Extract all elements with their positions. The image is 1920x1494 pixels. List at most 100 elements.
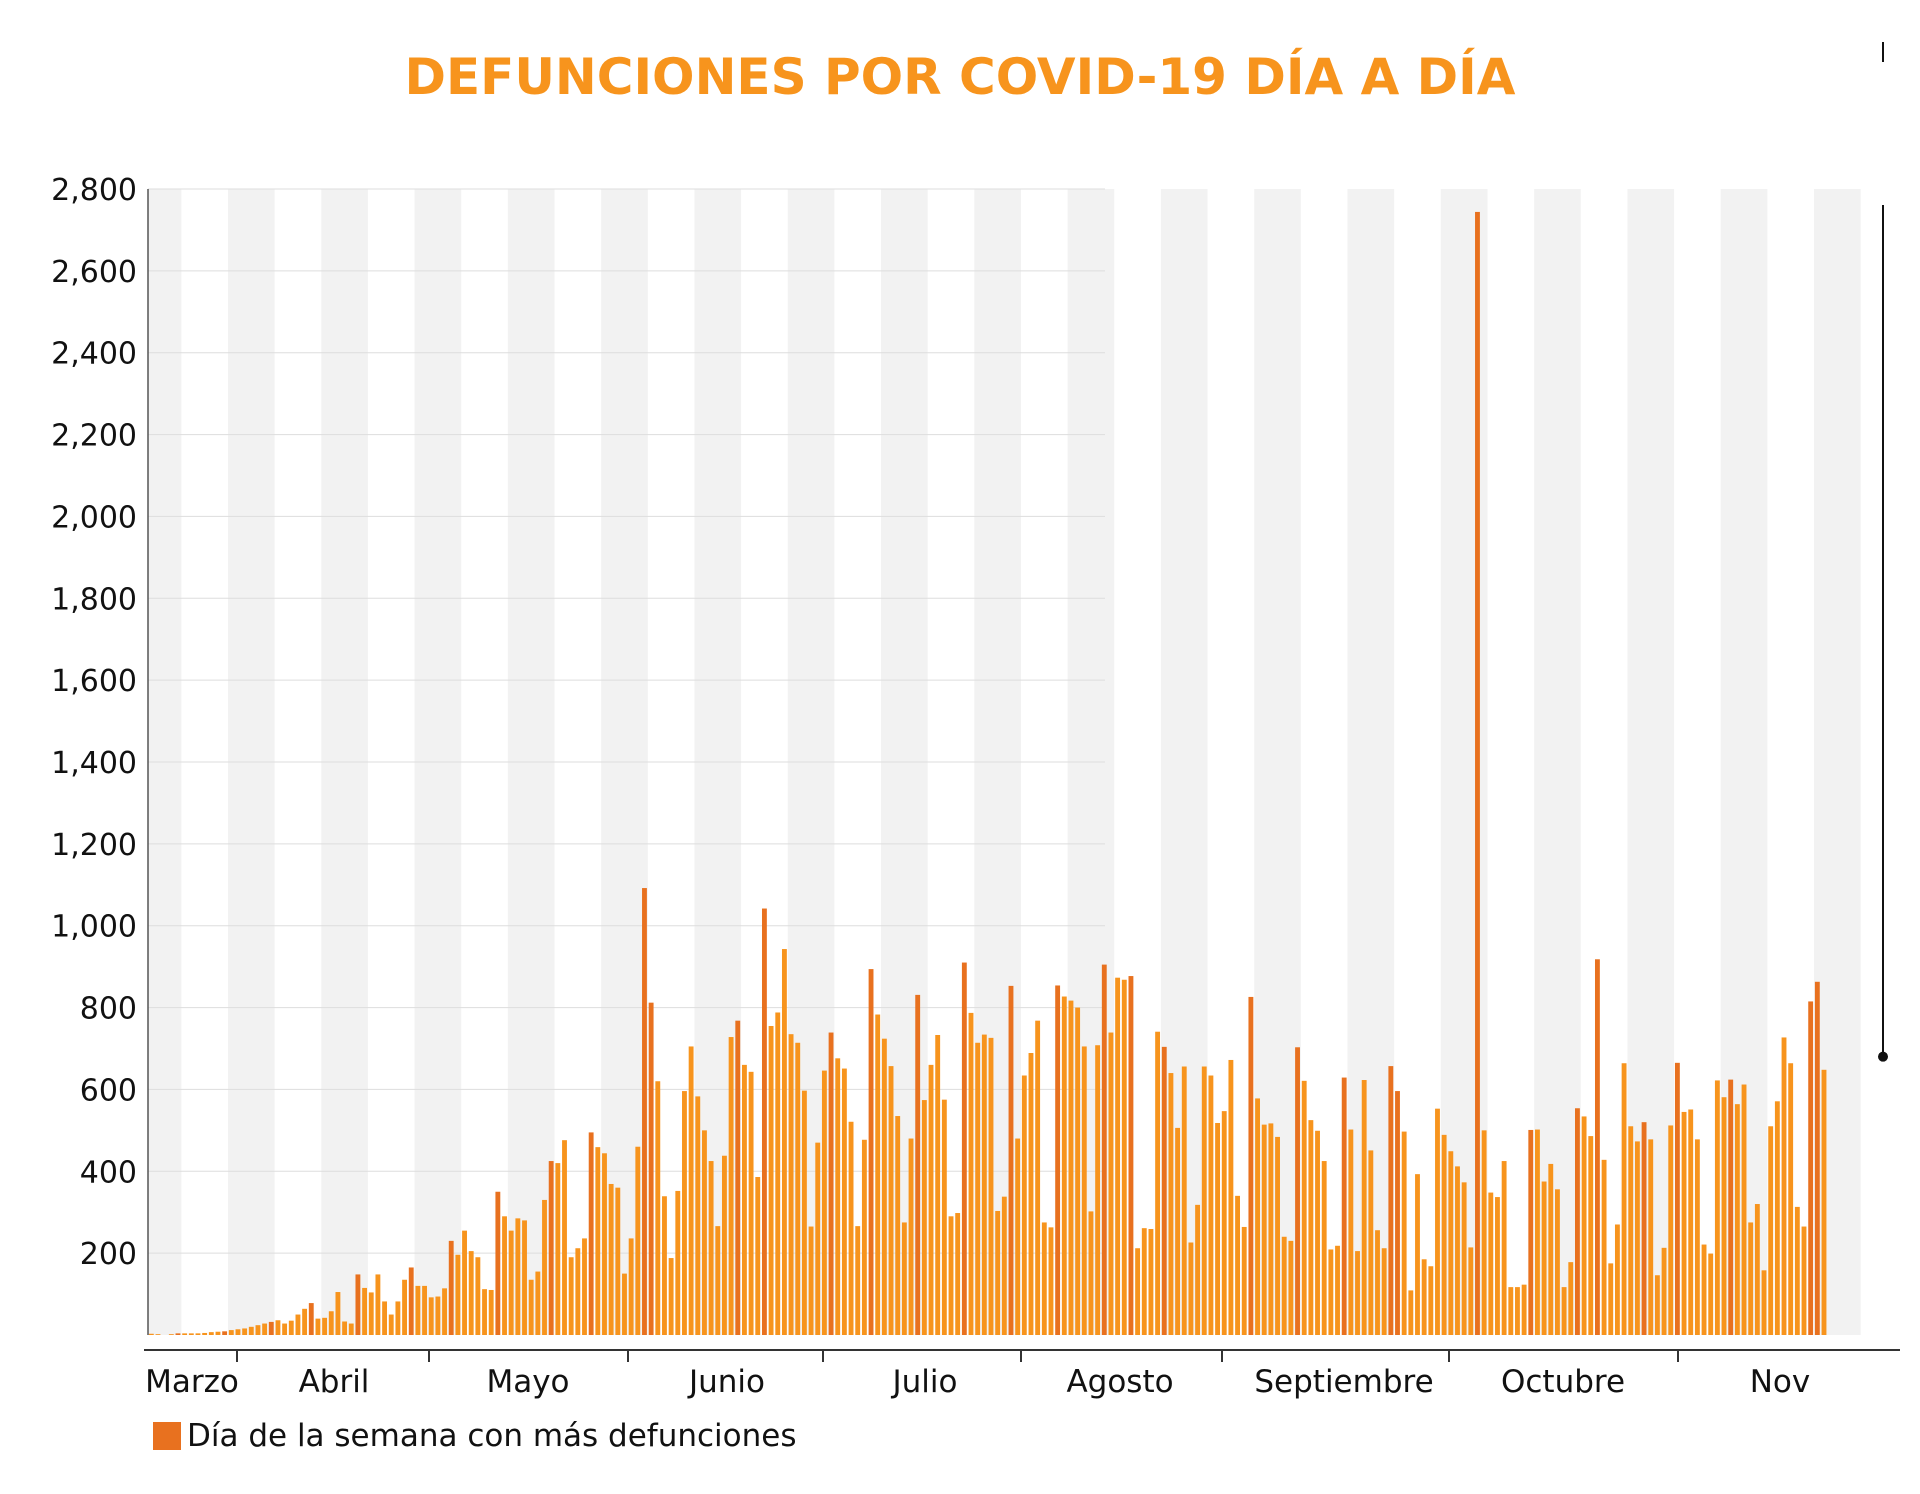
bar — [348, 1323, 354, 1335]
bar — [488, 1289, 494, 1335]
bar — [328, 1311, 334, 1335]
bar — [1141, 1228, 1147, 1335]
bar — [815, 1142, 821, 1335]
bar — [1601, 1159, 1607, 1335]
bar — [928, 1064, 934, 1335]
bar — [1001, 1196, 1007, 1335]
bar — [1801, 1226, 1807, 1335]
gridlines — [148, 188, 1105, 1254]
y-tick-label: 2,800 — [51, 173, 137, 208]
bar — [1268, 1123, 1274, 1335]
bar — [841, 1068, 847, 1335]
bar — [1188, 1242, 1194, 1335]
bar — [468, 1251, 474, 1335]
bar — [442, 1288, 447, 1335]
bar — [555, 1163, 561, 1335]
bar — [208, 1332, 214, 1335]
y-tick-label: 1,400 — [51, 746, 137, 781]
bar — [662, 1196, 667, 1335]
bar — [415, 1285, 421, 1335]
month-label: Marzo — [145, 1364, 239, 1400]
bar — [1208, 1075, 1214, 1335]
bar — [1814, 981, 1820, 1335]
bar — [202, 1332, 208, 1335]
bar — [1228, 1059, 1234, 1335]
bar — [595, 1147, 601, 1335]
bar — [1674, 1062, 1680, 1335]
bar — [522, 1220, 527, 1335]
bar — [515, 1218, 521, 1335]
month-label: Septiembre — [1254, 1364, 1433, 1400]
bar — [935, 1034, 941, 1335]
bar — [1101, 964, 1107, 1335]
bar — [1421, 1259, 1427, 1335]
bar — [1021, 1075, 1027, 1335]
bar — [175, 1333, 181, 1335]
bar — [1361, 1080, 1367, 1335]
bar — [548, 1161, 554, 1335]
bar — [768, 1025, 774, 1335]
bar — [1468, 1247, 1474, 1335]
bar — [1295, 1047, 1300, 1335]
bar — [1115, 977, 1121, 1335]
month-labels: Marzo Abril Mayo Junio Julio Agosto Septiembre… — [145, 1350, 1810, 1400]
bar — [1641, 1122, 1647, 1335]
bar — [335, 1292, 341, 1335]
bar — [788, 1034, 794, 1335]
bar — [1714, 1080, 1720, 1335]
bar — [1475, 211, 1480, 1335]
bar — [1788, 1063, 1794, 1335]
bar — [1061, 996, 1067, 1335]
bar — [1341, 1077, 1347, 1335]
bar — [722, 1155, 727, 1335]
bar — [1748, 1222, 1754, 1335]
bar — [1221, 1111, 1227, 1335]
bar — [901, 1222, 907, 1335]
bar — [1108, 1032, 1114, 1335]
bar — [888, 1066, 894, 1335]
bar — [975, 1042, 981, 1335]
week-band — [1814, 189, 1861, 1335]
bar — [148, 1333, 154, 1335]
y-tick-labels: 200 400 600 800 1,000 1,200 1,400 1,600 1,800 2,0… — [51, 173, 137, 1272]
bar — [981, 1034, 987, 1335]
bar — [302, 1308, 308, 1335]
bar — [1488, 1192, 1494, 1335]
latest-value-marker — [1878, 42, 1888, 1062]
bar — [1275, 1136, 1280, 1335]
bar — [1541, 1181, 1547, 1335]
y-tick-label: 800 — [80, 992, 137, 1027]
bar — [602, 1153, 607, 1335]
bar — [961, 962, 967, 1335]
bar — [761, 908, 767, 1335]
bar — [1754, 1204, 1760, 1335]
bar — [1081, 1046, 1087, 1335]
bar — [921, 1100, 927, 1335]
bar — [188, 1333, 194, 1335]
bar — [195, 1333, 201, 1335]
bar — [1661, 1247, 1667, 1335]
bar — [622, 1273, 627, 1335]
bar — [1321, 1161, 1327, 1335]
bar — [1568, 1262, 1574, 1335]
bar — [1255, 1098, 1260, 1335]
bar — [1555, 1189, 1560, 1335]
bar — [1121, 979, 1127, 1335]
bar — [462, 1230, 467, 1335]
bar — [1308, 1120, 1314, 1335]
legend-swatch — [153, 1422, 181, 1450]
y-tick-label: 2,400 — [51, 337, 137, 372]
month-label: Junio — [687, 1364, 765, 1400]
bar — [868, 969, 874, 1335]
bar — [775, 1012, 781, 1335]
bar — [382, 1301, 388, 1335]
bar — [608, 1183, 614, 1335]
bar — [821, 1070, 827, 1335]
y-tick-label: 2,600 — [51, 255, 137, 290]
bar — [388, 1314, 394, 1335]
bar — [1055, 985, 1061, 1335]
bar — [955, 1213, 961, 1335]
bar — [1648, 1139, 1654, 1335]
bar — [1381, 1248, 1387, 1335]
y-tick-label: 1,600 — [51, 664, 137, 699]
